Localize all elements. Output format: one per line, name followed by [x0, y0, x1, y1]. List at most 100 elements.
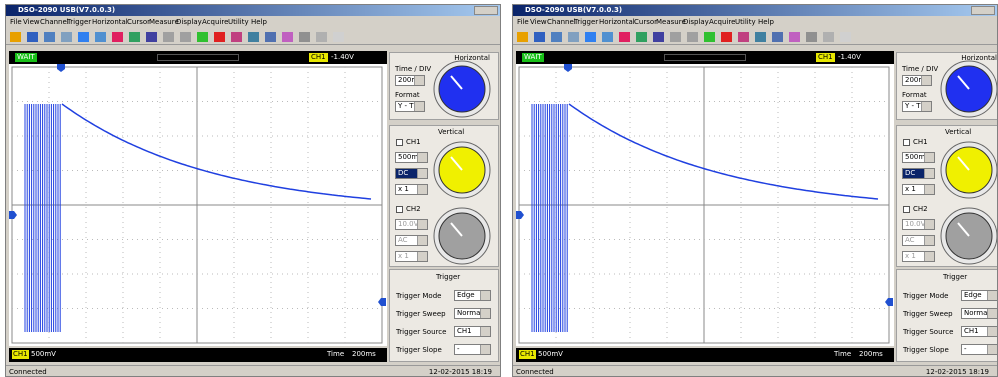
- knob[interactable]: [939, 140, 998, 200]
- toolbar-button[interactable]: [602, 32, 613, 42]
- ch1-coupling-select[interactable]: DC: [395, 168, 428, 179]
- toolbar-button[interactable]: [129, 32, 140, 42]
- toolbar-button[interactable]: [534, 32, 545, 42]
- toolbar-button[interactable]: [738, 32, 749, 42]
- time-div-select[interactable]: 200ms: [902, 75, 932, 86]
- trigger-select[interactable]: Edge: [961, 290, 997, 301]
- knob[interactable]: [939, 206, 998, 266]
- trigger-channel: CH1: [309, 53, 328, 62]
- toolbar-button[interactable]: [551, 32, 562, 42]
- ch2-probe-select[interactable]: x 1: [395, 251, 428, 262]
- menu-item[interactable]: View: [23, 18, 40, 26]
- ch2-coupling-select[interactable]: AC: [902, 235, 935, 246]
- toolbar-button[interactable]: [636, 32, 647, 42]
- knob[interactable]: [432, 206, 492, 266]
- menu-item[interactable]: Trigger: [574, 18, 599, 26]
- ch1-volts-select[interactable]: 500mV: [902, 152, 935, 163]
- toolbar-button[interactable]: [755, 32, 766, 42]
- toolbar-button[interactable]: [10, 32, 21, 42]
- menu-item[interactable]: Trigger: [67, 18, 92, 26]
- menu-item[interactable]: Help: [251, 18, 267, 26]
- toolbar-button[interactable]: [265, 32, 276, 42]
- menu-item[interactable]: Cursor: [127, 18, 151, 26]
- trigger-select[interactable]: -: [961, 344, 997, 355]
- menu-item[interactable]: Channel: [40, 18, 69, 26]
- trigger-select[interactable]: Edge: [454, 290, 491, 301]
- trigger-select[interactable]: CH1: [961, 326, 997, 337]
- menu-item[interactable]: File: [517, 18, 529, 26]
- toolbar-button[interactable]: [687, 32, 698, 42]
- knob[interactable]: [432, 59, 492, 119]
- menu-item[interactable]: Horizontal: [92, 18, 128, 26]
- trigger-select[interactable]: Normal: [454, 308, 491, 319]
- menu-item[interactable]: Measure: [656, 18, 686, 26]
- toolbar-button[interactable]: [670, 32, 681, 42]
- toolbar-button[interactable]: [248, 32, 259, 42]
- ch1-probe-select[interactable]: x 1: [395, 184, 428, 195]
- ch1-volts-select[interactable]: 500mV: [395, 152, 428, 163]
- ch2-check-label: CH2: [406, 205, 421, 213]
- toolbar-button[interactable]: [180, 32, 191, 42]
- trigger-channel: CH1: [816, 53, 835, 62]
- ch1-coupling-select[interactable]: DC: [902, 168, 935, 179]
- toolbar-button[interactable]: [299, 32, 310, 42]
- toolbar-button[interactable]: [721, 32, 732, 42]
- ch2-volts-select[interactable]: 10.0V: [902, 219, 935, 230]
- trigger-select[interactable]: CH1: [454, 326, 491, 337]
- menu-item[interactable]: Utility: [735, 18, 756, 26]
- toolbar-button[interactable]: [789, 32, 800, 42]
- menu-item[interactable]: Display: [683, 18, 709, 26]
- trigger-select[interactable]: Normal: [961, 308, 997, 319]
- format-select[interactable]: Y - T: [395, 101, 425, 112]
- ch2-volts-select[interactable]: 10.0V: [395, 219, 428, 230]
- toolbar-button[interactable]: [231, 32, 242, 42]
- time-div-select[interactable]: 200ms: [395, 75, 425, 86]
- ch2-probe-select[interactable]: x 1: [902, 251, 935, 262]
- toolbar-button[interactable]: [704, 32, 715, 42]
- knob[interactable]: [432, 140, 492, 200]
- toolbar-button[interactable]: [568, 32, 579, 42]
- status-bar: Connected 12-02-2015 18:19: [6, 365, 500, 376]
- trigger-select[interactable]: -: [454, 344, 491, 355]
- ch2-coupling-select[interactable]: AC: [395, 235, 428, 246]
- menu-item[interactable]: Utility: [228, 18, 249, 26]
- label: Time / DIV: [395, 65, 432, 73]
- menu-item[interactable]: Display: [176, 18, 202, 26]
- toolbar-button[interactable]: [653, 32, 664, 42]
- toolbar-button[interactable]: [27, 32, 38, 42]
- toolbar-button[interactable]: [197, 32, 208, 42]
- toolbar-button[interactable]: [112, 32, 123, 42]
- toolbar-button[interactable]: [619, 32, 630, 42]
- menu-item[interactable]: Channel: [547, 18, 576, 26]
- toolbar-button[interactable]: [316, 32, 327, 42]
- menu-item[interactable]: Acquire: [709, 18, 736, 26]
- toolbar-button[interactable]: [282, 32, 293, 42]
- toolbar-button[interactable]: [333, 32, 344, 42]
- toolbar-button[interactable]: [517, 32, 528, 42]
- toolbar-button[interactable]: [78, 32, 89, 42]
- menu-item[interactable]: Measure: [149, 18, 179, 26]
- toolbar-button[interactable]: [146, 32, 157, 42]
- menu-item[interactable]: Acquire: [202, 18, 229, 26]
- scope-footer: CH1 500mV Time 200ms: [516, 348, 894, 362]
- menu-item[interactable]: Help: [758, 18, 774, 26]
- toolbar-button[interactable]: [61, 32, 72, 42]
- format-select[interactable]: Y - T: [902, 101, 932, 112]
- toolbar-button[interactable]: [806, 32, 817, 42]
- toolbar-button[interactable]: [823, 32, 834, 42]
- toolbar-button[interactable]: [214, 32, 225, 42]
- ch1-probe-select[interactable]: x 1: [902, 184, 935, 195]
- trigger-label: Trigger Mode: [396, 292, 442, 300]
- toolbar-button[interactable]: [840, 32, 851, 42]
- toolbar-button[interactable]: [163, 32, 174, 42]
- menu-item[interactable]: File: [10, 18, 22, 26]
- menu-item[interactable]: View: [530, 18, 547, 26]
- trigger-label: Trigger Mode: [903, 292, 949, 300]
- knob[interactable]: [939, 59, 998, 119]
- toolbar-button[interactable]: [44, 32, 55, 42]
- menu-item[interactable]: Cursor: [634, 18, 658, 26]
- toolbar-button[interactable]: [585, 32, 596, 42]
- toolbar-button[interactable]: [772, 32, 783, 42]
- menu-item[interactable]: Horizontal: [599, 18, 635, 26]
- toolbar-button[interactable]: [95, 32, 106, 42]
